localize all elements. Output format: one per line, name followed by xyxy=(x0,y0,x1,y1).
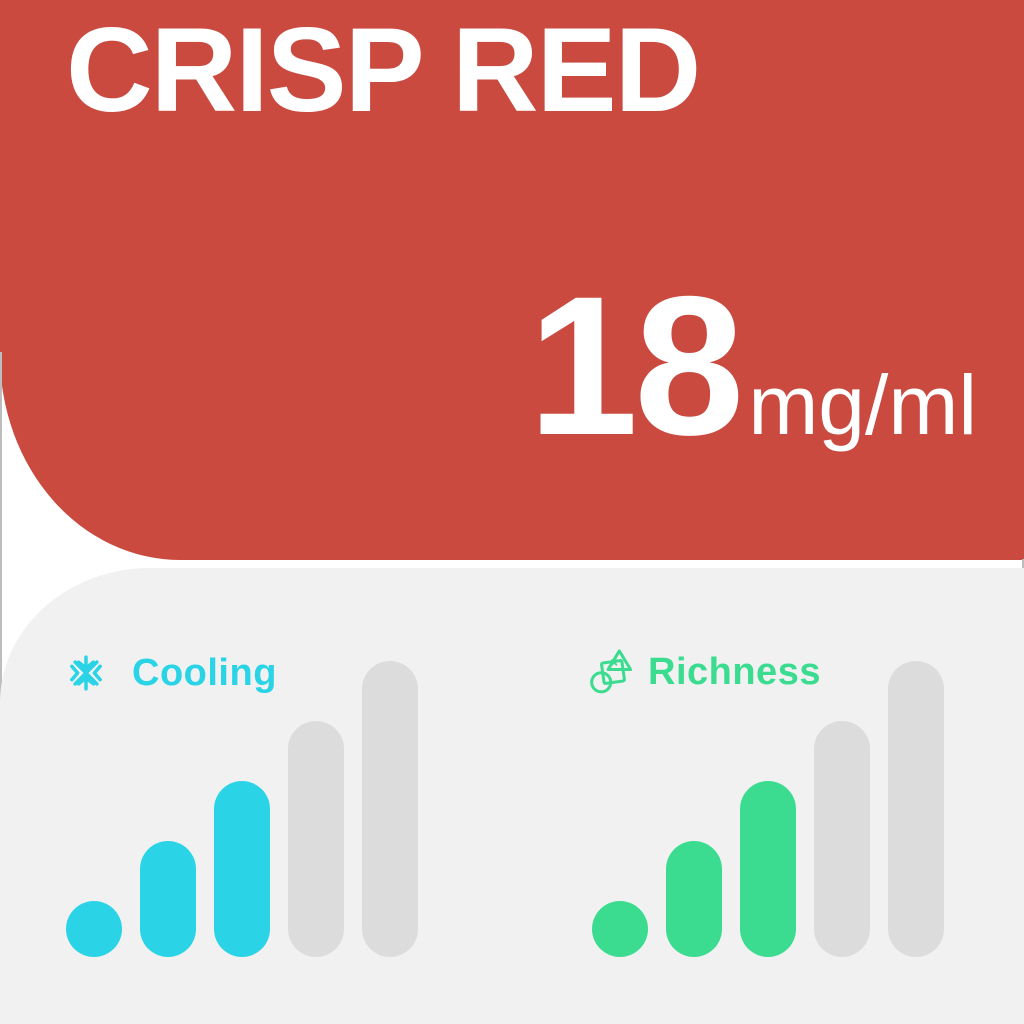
attribute-label: Richness xyxy=(648,650,821,693)
product-hero: CRISP RED 18 mg/ml xyxy=(0,0,1024,560)
strength-value: 18 xyxy=(528,255,744,476)
nicotine-strength: 18 mg/ml xyxy=(528,267,977,465)
snowflake-icon xyxy=(70,655,102,691)
page-edge-line-right xyxy=(1022,559,1024,568)
product-name: CRISP RED xyxy=(66,3,701,137)
meter-bar xyxy=(592,901,648,957)
attributes-panel: Cooling Richness xyxy=(0,568,1024,1024)
meter-bar xyxy=(362,661,418,957)
meter-bar xyxy=(740,781,796,957)
meter-bar xyxy=(140,841,196,957)
shapes-icon xyxy=(590,649,633,694)
page-edge-line-left xyxy=(0,352,2,704)
meter-bar xyxy=(814,721,870,957)
attribute-label: Cooling xyxy=(132,652,277,694)
richness-meter xyxy=(592,661,944,957)
meter-bar xyxy=(66,901,122,957)
meter-bar xyxy=(666,841,722,957)
meter-bar xyxy=(288,721,344,957)
attribute-header-richness: Richness xyxy=(588,648,821,695)
strength-unit: mg/ml xyxy=(748,358,977,452)
attribute-header-cooling: Cooling xyxy=(66,653,277,693)
meter-bar xyxy=(214,781,270,957)
cooling-meter xyxy=(66,661,418,957)
meter-bar xyxy=(888,661,944,957)
